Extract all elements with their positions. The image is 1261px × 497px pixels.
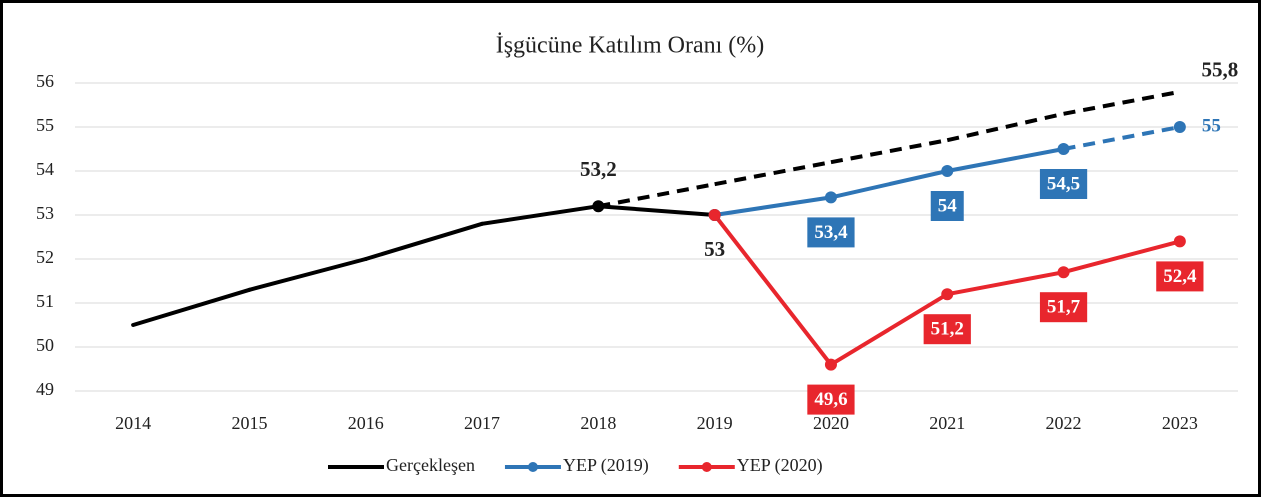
marker (1173, 121, 1186, 133)
data-label: 55,8 (1201, 58, 1238, 82)
x-tick-label: 2016 (348, 413, 384, 433)
label-box (923, 314, 971, 345)
legend-marker (701, 462, 712, 472)
data-label: 53 (704, 237, 725, 261)
label-box (930, 191, 964, 221)
data-label: 49,6 (814, 389, 847, 410)
x-tick-label: 2020 (813, 413, 849, 433)
data-label: 55 (1202, 115, 1221, 136)
legend-label: YEP (2020) (737, 455, 823, 476)
legend-label: YEP (2019) (563, 455, 649, 476)
line-segment (945, 270, 1066, 297)
marker (824, 191, 837, 204)
data-label-box: 53,4 (807, 217, 855, 248)
marker (1057, 266, 1070, 279)
y-tick-label: 54 (36, 159, 54, 179)
data-label-box: 54 (930, 191, 964, 221)
data-label-box: 51,2 (923, 314, 971, 345)
marker (941, 165, 954, 177)
legend-label: Gerçekleşen (386, 455, 475, 475)
data-label: 53,4 (814, 222, 848, 243)
marker (708, 209, 721, 221)
marker (1057, 143, 1070, 155)
data-label: 54 (938, 195, 958, 216)
x-tick-label: 2021 (929, 413, 965, 433)
x-tick-label: 2019 (697, 413, 733, 433)
x-tick-label: 2017 (464, 413, 500, 433)
x-tick-label: 2023 (1162, 413, 1198, 433)
data-label: 51,2 (931, 319, 964, 340)
y-tick-label: 49 (36, 379, 54, 399)
line-segment (131, 287, 252, 327)
label-box (1039, 292, 1088, 323)
y-tick-label: 51 (36, 291, 54, 311)
label-box (1156, 261, 1204, 292)
data-label-box: 54,5 (1039, 169, 1088, 199)
data-label-box: 49,6 (807, 384, 855, 415)
x-tick-label: 2022 (1046, 413, 1082, 433)
line-segment (1061, 239, 1182, 275)
data-label-box: 52,4 (1156, 261, 1204, 292)
line-segment (363, 221, 485, 261)
x-tick-label: 2018 (580, 413, 616, 433)
line-segment (712, 195, 833, 217)
data-label-box: 51,7 (1039, 292, 1088, 323)
data-label: 51,7 (1047, 297, 1081, 318)
marker (824, 358, 837, 371)
x-tick-label: 2015 (231, 413, 267, 433)
label-box (1039, 169, 1088, 199)
legend-marker (527, 462, 538, 472)
chart-title: İşgücüne Katılım Oranı (%) (496, 33, 765, 59)
data-label: 54,5 (1047, 173, 1080, 194)
line-segment (247, 257, 368, 292)
x-tick-label: 2014 (115, 413, 151, 433)
data-label: 52,4 (1163, 266, 1197, 287)
y-tick-label: 50 (36, 335, 54, 355)
data-label: 53,2 (580, 157, 617, 181)
line-segment (945, 147, 1066, 173)
y-tick-label: 55 (36, 115, 54, 135)
line-segment (480, 204, 601, 226)
label-box (807, 384, 855, 415)
line-segment (828, 169, 950, 200)
marker (592, 200, 605, 213)
y-tick-label: 56 (36, 71, 54, 91)
label-box (807, 217, 855, 248)
line-segment (712, 213, 833, 367)
y-tick-label: 53 (36, 203, 54, 223)
line-segment (596, 204, 717, 217)
y-tick-label: 52 (36, 247, 54, 267)
line-segment (828, 292, 950, 367)
marker (1173, 235, 1186, 248)
marker (941, 288, 954, 301)
